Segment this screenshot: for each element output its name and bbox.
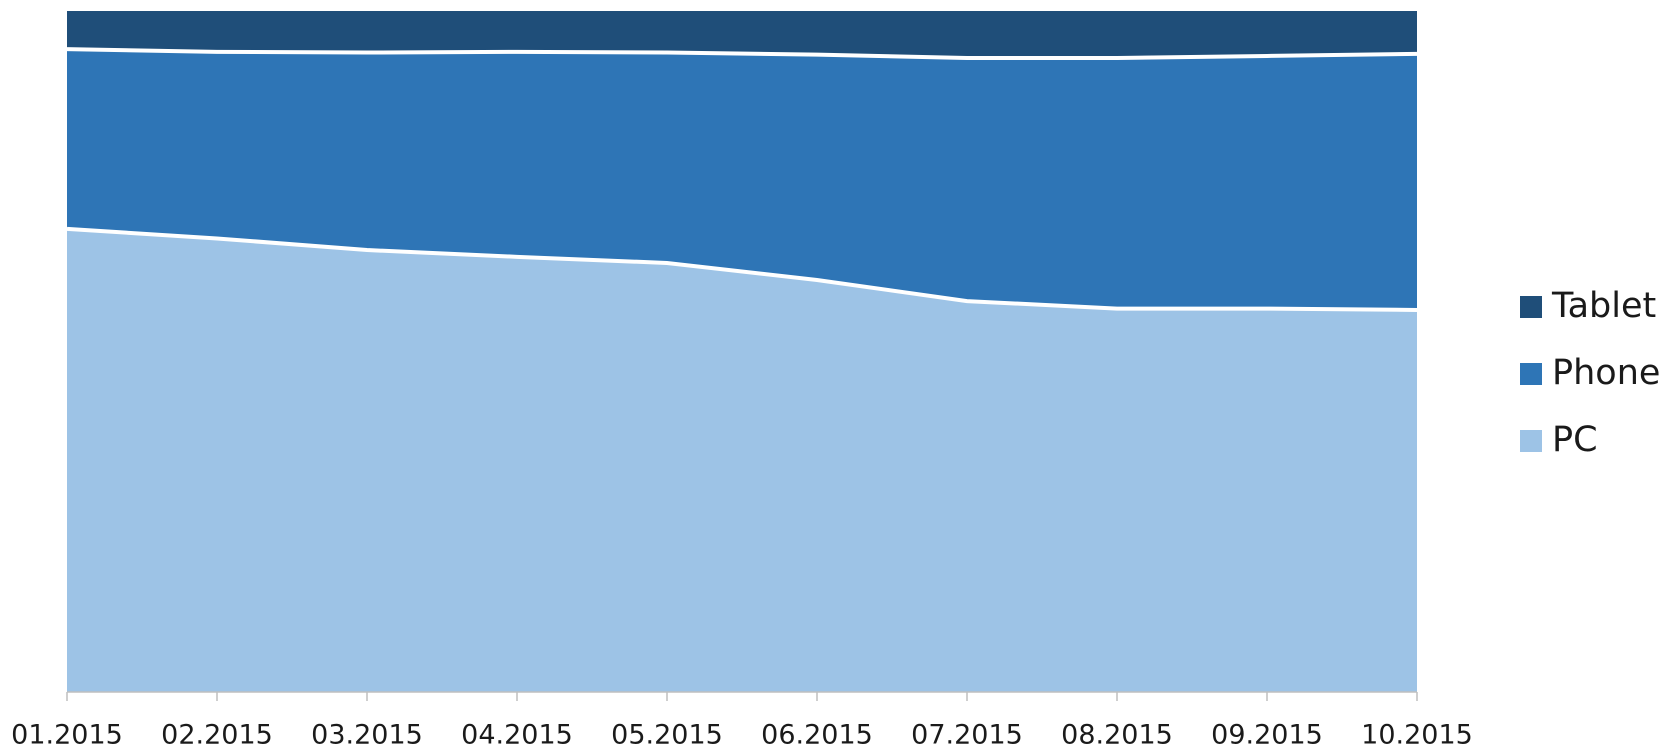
x-tick-label: 02.2015 (161, 720, 273, 750)
x-tick-label: 01.2015 (11, 720, 123, 750)
x-tick-label: 04.2015 (461, 720, 573, 750)
legend-label: Phone (1552, 353, 1660, 393)
area (67, 49, 1417, 310)
legend-swatch (1520, 430, 1542, 452)
x-tick-label: 08.2015 (1061, 720, 1173, 750)
area-separator (66, 47, 1418, 60)
area-separator (66, 226, 1418, 312)
x-tick-label: 03.2015 (311, 720, 423, 750)
legend-swatch (1520, 363, 1542, 385)
legend-label: Tablet (1551, 286, 1656, 326)
area (67, 228, 1417, 693)
legend-swatch (1520, 296, 1542, 318)
x-tick-label: 06.2015 (761, 720, 873, 750)
legend-label: PC (1552, 420, 1598, 460)
area (67, 11, 1417, 58)
x-tick-label: 07.2015 (911, 720, 1023, 750)
x-tick-label: 10.2015 (1361, 720, 1473, 750)
x-tick-label: 05.2015 (611, 720, 723, 750)
x-tick-label: 09.2015 (1211, 720, 1323, 750)
